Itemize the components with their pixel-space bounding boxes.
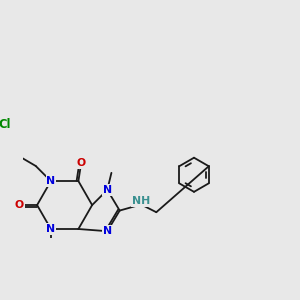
Text: O: O: [76, 158, 86, 168]
Text: N: N: [103, 226, 112, 236]
Text: N: N: [46, 224, 56, 234]
Text: NH: NH: [132, 196, 150, 206]
Text: N: N: [103, 185, 112, 195]
Text: N: N: [46, 176, 56, 186]
Text: Cl: Cl: [0, 118, 11, 131]
Text: O: O: [15, 200, 24, 210]
